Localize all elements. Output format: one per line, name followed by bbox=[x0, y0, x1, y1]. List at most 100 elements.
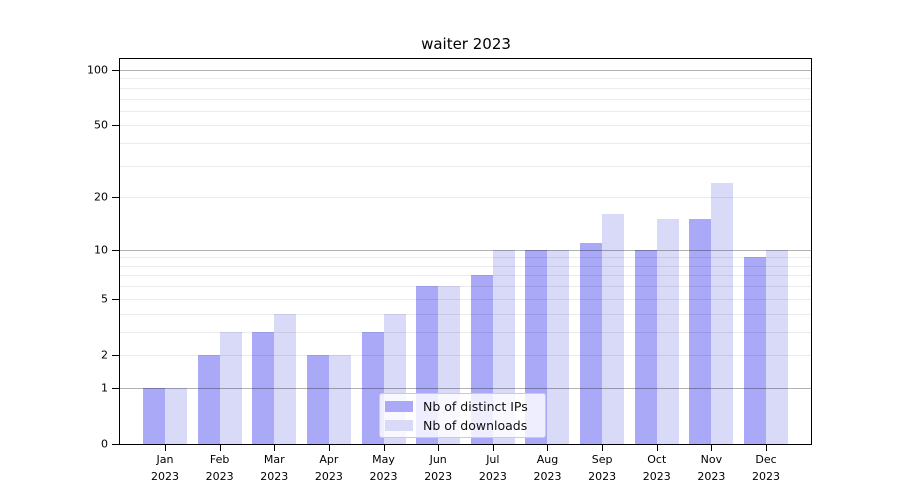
x-tick-year: 2023 bbox=[478, 469, 507, 483]
y-axis-tick bbox=[112, 249, 119, 251]
x-tick-month: Apr bbox=[319, 453, 339, 466]
bar-distinct_ips-jan bbox=[143, 387, 165, 444]
bar-distinct_ips-may bbox=[361, 331, 384, 444]
x-tick-month: Jan bbox=[156, 453, 174, 466]
bar-downloads-apr bbox=[328, 354, 351, 444]
x-axis-tick bbox=[547, 445, 549, 451]
x-tick-label: Oct 2023 bbox=[629, 452, 685, 485]
x-tick-year: 2023 bbox=[424, 469, 453, 483]
bar-distinct_ips-nov bbox=[689, 219, 712, 444]
gridline-minor bbox=[120, 98, 811, 100]
x-tick-label: Aug 2023 bbox=[519, 452, 575, 485]
x-tick-month: Jul bbox=[486, 453, 500, 466]
y-axis-tick bbox=[112, 125, 119, 127]
x-axis-tick bbox=[656, 445, 658, 451]
gridline-minor bbox=[120, 286, 811, 288]
x-tick-month: Feb bbox=[209, 453, 230, 466]
x-tick-label: Sep 2023 bbox=[574, 452, 630, 485]
legend-item-distinct-ips: Nb of distinct IPs bbox=[385, 399, 541, 414]
y-tick-label: 100 bbox=[87, 63, 108, 77]
y-axis-tick bbox=[112, 387, 119, 389]
x-tick-label: Dec 2023 bbox=[738, 452, 794, 485]
y-axis-tick bbox=[112, 354, 119, 356]
x-axis-tick bbox=[383, 445, 385, 451]
bar-distinct_ips-oct bbox=[634, 249, 657, 444]
x-axis-tick bbox=[165, 445, 166, 451]
gridline-major bbox=[120, 70, 811, 71]
gridline-minor bbox=[120, 78, 811, 80]
y-tick-label: 0 bbox=[101, 437, 108, 451]
bar-distinct_ips-sep bbox=[580, 242, 603, 444]
x-tick-month: May bbox=[372, 453, 395, 466]
bar-distinct_ips-dec bbox=[744, 257, 767, 444]
y-axis-tick bbox=[112, 197, 119, 199]
x-tick-year: 2023 bbox=[151, 469, 179, 483]
x-tick-month: Sep bbox=[591, 453, 613, 466]
y-tick-label: 2 bbox=[101, 348, 108, 362]
x-tick-label: Feb 2023 bbox=[192, 452, 248, 485]
bar-downloads-nov bbox=[711, 183, 734, 444]
bar-downloads-aug bbox=[547, 249, 570, 444]
legend-label-distinct-ips: Nb of distinct IPs bbox=[423, 398, 528, 414]
y-tick-label: 1 bbox=[101, 381, 108, 395]
x-axis-tick bbox=[328, 445, 330, 451]
y-axis-tick bbox=[112, 298, 119, 300]
gridline-minor bbox=[120, 87, 811, 89]
gridline-minor bbox=[120, 197, 811, 199]
chart-title: waiter 2023 bbox=[421, 35, 511, 53]
x-tick-year: 2023 bbox=[697, 469, 726, 483]
y-tick-label: 5 bbox=[101, 292, 108, 306]
gridline-minor bbox=[120, 125, 811, 127]
y-tick-label: 10 bbox=[94, 243, 108, 257]
gridline-minor bbox=[120, 331, 811, 333]
x-tick-year: 2023 bbox=[205, 469, 234, 483]
bar-downloads-jan bbox=[165, 387, 187, 444]
gridline-minor bbox=[120, 265, 811, 267]
gridline-minor bbox=[120, 313, 811, 315]
y-tick-label: 50 bbox=[94, 118, 108, 132]
bar-distinct_ips-apr bbox=[306, 354, 329, 444]
legend: Nb of distinct IPs Nb of downloads bbox=[379, 393, 546, 438]
x-axis-tick bbox=[602, 445, 604, 451]
legend-swatch-distinct-ips bbox=[385, 400, 413, 412]
bar-downloads-oct bbox=[656, 219, 679, 444]
x-tick-year: 2023 bbox=[642, 469, 671, 483]
bar-downloads-sep bbox=[602, 214, 625, 444]
x-tick-label: Mar 2023 bbox=[246, 452, 302, 485]
x-axis-tick bbox=[711, 445, 713, 451]
y-axis-tick bbox=[112, 444, 119, 445]
x-axis-tick bbox=[438, 445, 440, 451]
x-tick-month: Jun bbox=[429, 453, 447, 466]
gridline-minor bbox=[120, 165, 811, 167]
bar-downloads-dec bbox=[766, 249, 789, 444]
bar-downloads-feb bbox=[219, 331, 242, 444]
legend-label-downloads: Nb of downloads bbox=[423, 417, 528, 433]
x-tick-month: Dec bbox=[755, 453, 777, 466]
y-tick-label: 20 bbox=[94, 190, 108, 204]
bar-distinct_ips-mar bbox=[252, 331, 275, 444]
x-tick-year: 2023 bbox=[533, 469, 562, 483]
x-axis-tick bbox=[274, 445, 276, 451]
x-tick-month: Oct bbox=[647, 453, 667, 466]
x-tick-label: Nov 2023 bbox=[683, 452, 739, 485]
x-tick-label: Jul 2023 bbox=[465, 452, 521, 485]
x-tick-label: Apr 2023 bbox=[301, 452, 357, 485]
y-axis-tick bbox=[112, 70, 119, 71]
x-tick-year: 2023 bbox=[260, 469, 289, 483]
gridline-minor bbox=[120, 275, 811, 277]
bar-distinct_ips-feb bbox=[197, 354, 220, 444]
x-tick-month: Mar bbox=[263, 453, 285, 466]
x-axis-tick bbox=[219, 445, 221, 451]
x-axis-tick bbox=[766, 445, 768, 451]
gridline-minor bbox=[120, 354, 811, 356]
x-tick-label: Jun 2023 bbox=[410, 452, 466, 485]
x-tick-month: Aug bbox=[536, 453, 559, 466]
bar-downloads-mar bbox=[274, 313, 297, 444]
x-tick-year: 2023 bbox=[314, 469, 343, 483]
x-tick-label: Jan 2023 bbox=[137, 452, 193, 485]
x-tick-label: May 2023 bbox=[356, 452, 412, 485]
gridline-minor bbox=[120, 298, 811, 300]
x-tick-year: 2023 bbox=[369, 469, 398, 483]
legend-swatch-downloads bbox=[385, 419, 413, 431]
